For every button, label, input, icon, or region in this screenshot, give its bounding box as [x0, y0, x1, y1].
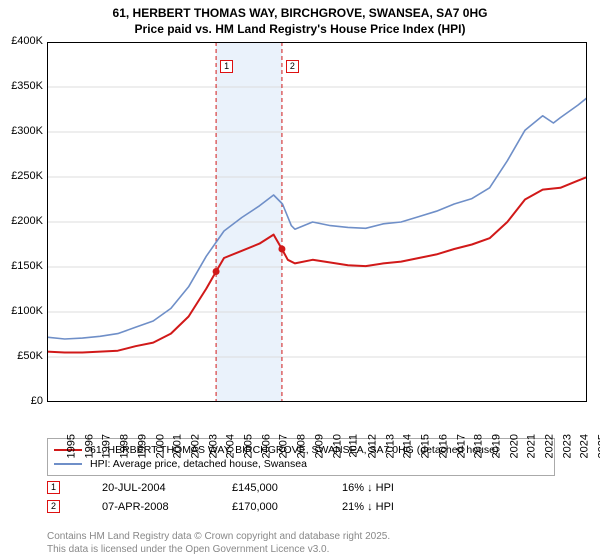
x-axis-tick-label: 2008 — [296, 434, 308, 458]
x-axis-tick-label: 2020 — [508, 434, 520, 458]
y-axis-tick-label: £150K — [11, 260, 43, 272]
x-axis-tick-label: 2000 — [154, 434, 166, 458]
x-axis-tick-label: 2005 — [243, 434, 255, 458]
event-row: 1 20-JUL-2004 £145,000 16% ↓ HPI — [47, 478, 555, 497]
title-line-2: Price paid vs. HM Land Registry's House … — [0, 22, 600, 38]
y-axis-tick-label: £400K — [11, 35, 43, 47]
y-axis-tick-label: £0 — [31, 395, 43, 407]
event-date: 07-APR-2008 — [102, 501, 232, 513]
event-row: 2 07-APR-2008 £170,000 21% ↓ HPI — [47, 497, 555, 516]
x-axis-tick-label: 2002 — [189, 434, 201, 458]
event-price: £170,000 — [232, 501, 342, 513]
event-date: 20-JUL-2004 — [102, 482, 232, 494]
x-axis-tick-label: 2019 — [490, 434, 502, 458]
y-axis-tick-label: £100K — [11, 305, 43, 317]
legend-label: HPI: Average price, detached house, Swan… — [90, 458, 307, 470]
chart-plot-area — [47, 42, 587, 402]
chart-title: 61, HERBERT THOMAS WAY, BIRCHGROVE, SWAN… — [0, 0, 600, 37]
x-axis-tick-label: 2015 — [420, 434, 432, 458]
y-axis-tick-label: £250K — [11, 170, 43, 182]
x-axis-tick-label: 2022 — [544, 434, 556, 458]
x-axis-tick-label: 2013 — [384, 434, 396, 458]
x-axis-tick-label: 1999 — [136, 434, 148, 458]
y-axis-tick-label: £350K — [11, 80, 43, 92]
footer-line: This data is licensed under the Open Gov… — [47, 544, 390, 557]
footer-attribution: Contains HM Land Registry data © Crown c… — [47, 531, 390, 556]
footer-line: Contains HM Land Registry data © Crown c… — [47, 531, 390, 544]
event-badge: 1 — [47, 481, 60, 494]
x-axis-tick-label: 2014 — [402, 434, 414, 458]
x-axis-tick-label: 1995 — [65, 434, 77, 458]
events-table: 1 20-JUL-2004 £145,000 16% ↓ HPI 2 07-AP… — [47, 478, 555, 516]
x-axis-tick-label: 2025 — [597, 434, 600, 458]
event-badge: 2 — [47, 500, 60, 513]
y-axis-tick-label: £50K — [17, 350, 43, 362]
x-axis-tick-label: 2006 — [260, 434, 272, 458]
x-axis-tick-label: 2010 — [331, 434, 343, 458]
chart-container: 61, HERBERT THOMAS WAY, BIRCHGROVE, SWAN… — [0, 0, 600, 560]
x-axis-tick-label: 2016 — [437, 434, 449, 458]
legend-item: HPI: Average price, detached house, Swan… — [54, 457, 548, 471]
title-line-1: 61, HERBERT THOMAS WAY, BIRCHGROVE, SWAN… — [0, 6, 600, 22]
x-axis-tick-label: 2023 — [561, 434, 573, 458]
x-axis-tick-label: 2004 — [225, 434, 237, 458]
x-axis-tick-label: 2007 — [278, 434, 290, 458]
x-axis-tick-label: 2017 — [455, 434, 467, 458]
event-marker: 1 — [220, 60, 233, 73]
event-delta: 21% ↓ HPI — [342, 501, 462, 513]
x-axis-tick-label: 1996 — [83, 434, 95, 458]
x-axis-tick-label: 2009 — [313, 434, 325, 458]
x-axis-tick-label: 2001 — [172, 434, 184, 458]
x-axis-tick-label: 2021 — [526, 434, 538, 458]
chart-svg — [47, 42, 587, 402]
x-axis-tick-label: 2003 — [207, 434, 219, 458]
x-axis-tick-label: 2018 — [473, 434, 485, 458]
y-axis-tick-label: £200K — [11, 215, 43, 227]
y-axis-tick-label: £300K — [11, 125, 43, 137]
x-axis-tick-label: 1998 — [119, 434, 131, 458]
x-axis-tick-label: 2024 — [579, 434, 591, 458]
legend-swatch — [54, 463, 82, 465]
event-marker: 2 — [286, 60, 299, 73]
x-axis-tick-label: 1997 — [101, 434, 113, 458]
event-price: £145,000 — [232, 482, 342, 494]
x-axis-tick-label: 2012 — [366, 434, 378, 458]
event-delta: 16% ↓ HPI — [342, 482, 462, 494]
x-axis-tick-label: 2011 — [348, 434, 360, 458]
